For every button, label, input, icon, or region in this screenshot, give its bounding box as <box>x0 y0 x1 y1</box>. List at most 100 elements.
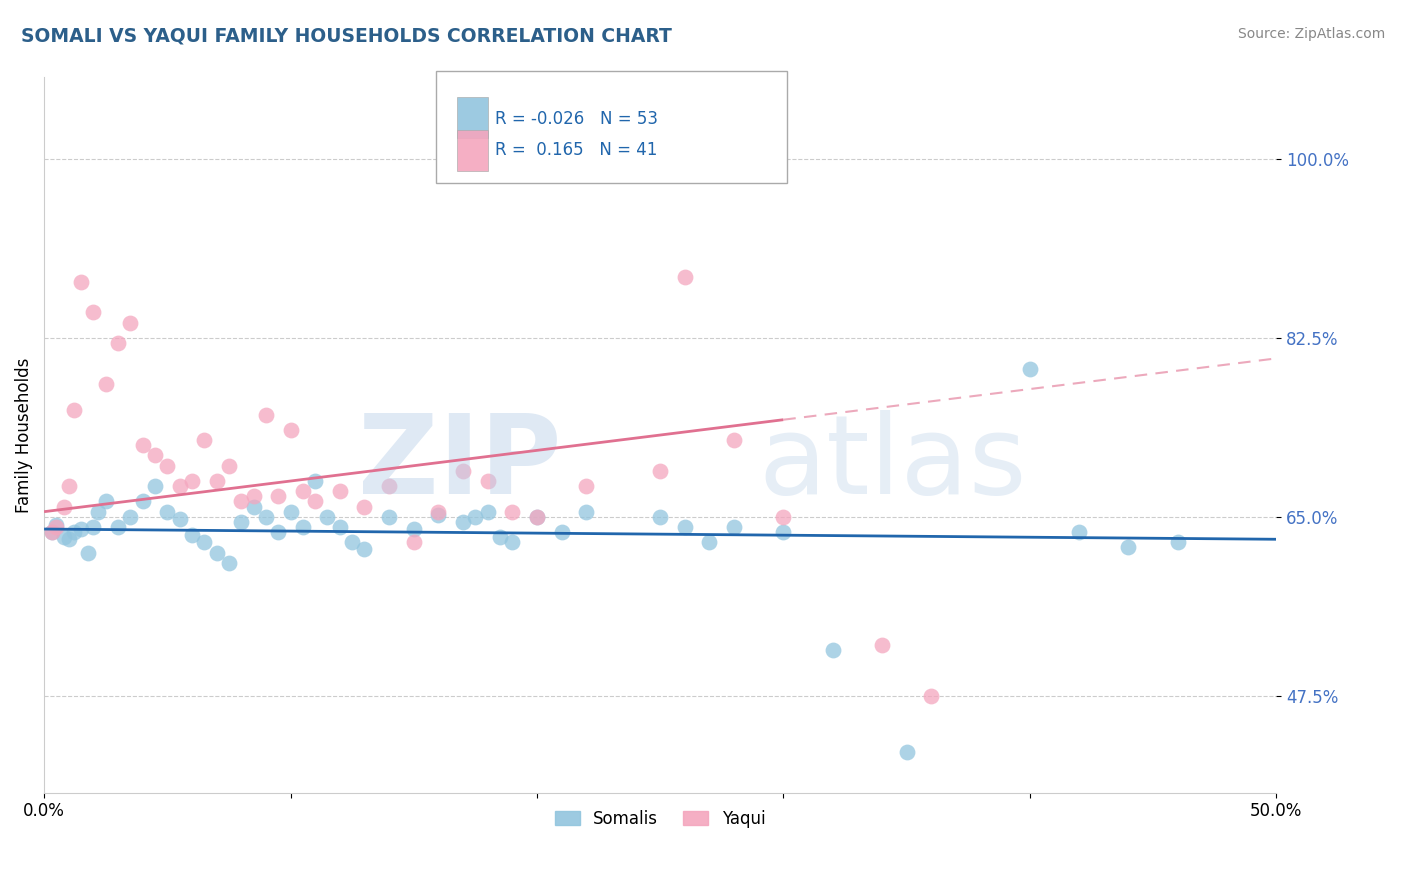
Point <box>896 745 918 759</box>
Point <box>821 642 844 657</box>
Point <box>231 494 253 508</box>
Point <box>45 518 67 533</box>
Text: ZIP: ZIP <box>359 410 561 517</box>
Point <box>41 525 63 540</box>
Point <box>1116 541 1139 555</box>
Point <box>427 508 450 522</box>
Point <box>58 533 80 547</box>
Point <box>94 494 117 508</box>
Point <box>156 458 179 473</box>
Point <box>477 474 499 488</box>
Point <box>723 433 745 447</box>
Point <box>353 542 375 557</box>
Point <box>340 535 363 549</box>
Point <box>723 520 745 534</box>
Point <box>402 535 425 549</box>
Point <box>156 505 179 519</box>
Point <box>218 458 240 473</box>
Point <box>205 545 228 559</box>
Text: Source: ZipAtlas.com: Source: ZipAtlas.com <box>1237 27 1385 41</box>
Point <box>920 689 942 703</box>
Point <box>62 402 84 417</box>
Point <box>181 474 204 488</box>
Point <box>82 305 104 319</box>
Point <box>870 638 893 652</box>
Point <box>254 408 277 422</box>
Point <box>70 275 93 289</box>
Point <box>280 505 302 519</box>
Point <box>316 509 339 524</box>
Point <box>107 336 129 351</box>
Point <box>464 509 486 524</box>
Point <box>218 556 240 570</box>
Point <box>451 464 474 478</box>
Point <box>526 509 548 524</box>
Point <box>477 505 499 519</box>
Point <box>131 494 153 508</box>
Point <box>205 474 228 488</box>
Point <box>87 505 110 519</box>
Point <box>143 479 166 493</box>
Point <box>120 509 142 524</box>
Point <box>94 376 117 391</box>
Point <box>772 525 794 540</box>
Point <box>451 515 474 529</box>
Point <box>304 494 326 508</box>
Point <box>254 509 277 524</box>
Point <box>120 316 142 330</box>
Point <box>82 520 104 534</box>
Point <box>242 500 264 514</box>
Text: atlas: atlas <box>759 410 1028 517</box>
Point <box>70 522 93 536</box>
Point <box>402 522 425 536</box>
Point <box>550 525 572 540</box>
Point <box>131 438 153 452</box>
Point <box>329 520 352 534</box>
Point <box>673 269 696 284</box>
Point <box>1167 535 1189 549</box>
Point <box>526 509 548 524</box>
Point <box>242 489 264 503</box>
Point <box>41 525 63 540</box>
Point <box>378 479 401 493</box>
Point <box>193 535 215 549</box>
Text: R =  0.165   N = 41: R = 0.165 N = 41 <box>495 141 657 159</box>
Point <box>45 520 67 534</box>
Point <box>62 525 84 540</box>
Point <box>427 505 450 519</box>
Point <box>291 520 314 534</box>
Point <box>329 484 352 499</box>
Y-axis label: Family Households: Family Households <box>15 358 32 513</box>
Point <box>575 505 598 519</box>
Point <box>772 509 794 524</box>
Point <box>291 484 314 499</box>
Point <box>169 479 191 493</box>
Point <box>1018 361 1040 376</box>
Point <box>231 515 253 529</box>
Point <box>699 535 721 549</box>
Point <box>353 500 375 514</box>
Point <box>501 535 523 549</box>
Text: SOMALI VS YAQUI FAMILY HOUSEHOLDS CORRELATION CHART: SOMALI VS YAQUI FAMILY HOUSEHOLDS CORREL… <box>21 27 672 45</box>
Point <box>107 520 129 534</box>
Point <box>77 545 100 559</box>
Point <box>193 433 215 447</box>
Point <box>181 528 204 542</box>
Legend: Somalis, Yaqui: Somalis, Yaqui <box>548 803 772 834</box>
Text: R = -0.026   N = 53: R = -0.026 N = 53 <box>495 110 658 128</box>
Point <box>304 474 326 488</box>
Point <box>648 509 671 524</box>
Point <box>58 479 80 493</box>
Point <box>501 505 523 519</box>
Point <box>267 489 290 503</box>
Point <box>489 530 512 544</box>
Point <box>169 512 191 526</box>
Point <box>267 525 290 540</box>
Point <box>280 423 302 437</box>
Point <box>673 520 696 534</box>
Point <box>143 449 166 463</box>
Point <box>1067 525 1090 540</box>
Point <box>378 509 401 524</box>
Point <box>52 500 75 514</box>
Point <box>52 530 75 544</box>
